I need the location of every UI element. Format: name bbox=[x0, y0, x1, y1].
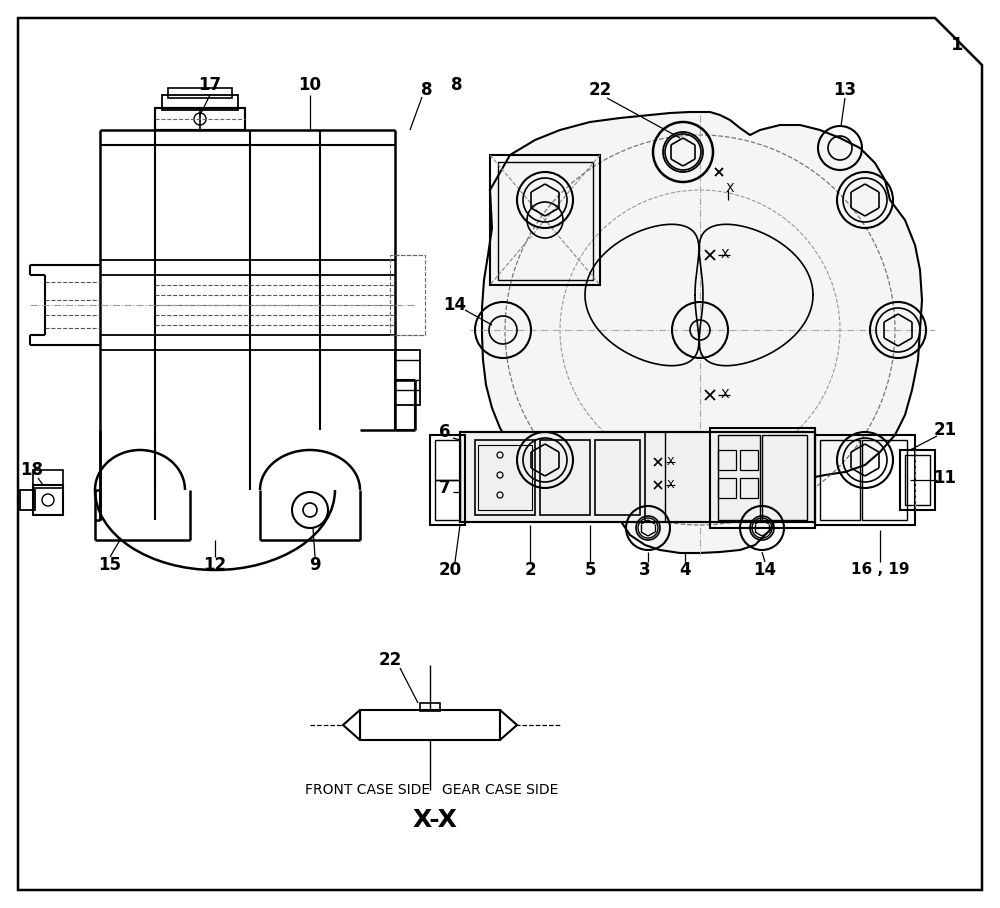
Text: 8: 8 bbox=[451, 76, 463, 94]
Bar bbox=[430, 435, 465, 525]
Bar bbox=[905, 455, 930, 505]
Bar bbox=[815, 435, 915, 525]
Bar bbox=[900, 450, 935, 510]
Bar bbox=[435, 440, 460, 480]
Text: 2: 2 bbox=[524, 561, 536, 579]
Bar bbox=[718, 435, 760, 520]
Bar bbox=[820, 440, 860, 520]
Bar bbox=[718, 450, 736, 470]
Text: 17: 17 bbox=[198, 76, 222, 94]
Bar bbox=[460, 432, 815, 522]
Text: X: X bbox=[721, 249, 729, 262]
Polygon shape bbox=[500, 710, 517, 740]
Text: X: X bbox=[666, 480, 674, 490]
Bar bbox=[862, 440, 907, 520]
Bar bbox=[718, 478, 736, 498]
Text: 5: 5 bbox=[584, 561, 596, 579]
Text: GEAR CASE SIDE: GEAR CASE SIDE bbox=[442, 783, 558, 797]
Polygon shape bbox=[482, 112, 922, 553]
Text: X: X bbox=[666, 457, 674, 467]
Text: 15: 15 bbox=[98, 556, 122, 574]
Bar bbox=[475, 440, 535, 515]
Bar bbox=[155, 108, 245, 130]
Text: 4: 4 bbox=[679, 561, 691, 579]
Bar bbox=[435, 480, 460, 520]
Bar bbox=[33, 470, 63, 488]
Text: 14: 14 bbox=[753, 561, 777, 579]
Bar bbox=[595, 440, 640, 515]
Bar bbox=[762, 435, 807, 520]
Text: 6: 6 bbox=[439, 423, 451, 441]
Text: 3: 3 bbox=[639, 561, 651, 579]
Text: 22: 22 bbox=[378, 651, 402, 669]
Bar bbox=[740, 450, 758, 470]
Bar bbox=[390, 255, 425, 335]
Bar bbox=[20, 490, 35, 510]
Bar bbox=[420, 703, 440, 711]
Text: 9: 9 bbox=[309, 556, 321, 574]
Polygon shape bbox=[343, 710, 360, 740]
Text: FRONT CASE SIDE: FRONT CASE SIDE bbox=[305, 783, 431, 797]
Text: X: X bbox=[721, 389, 729, 401]
Text: 13: 13 bbox=[833, 81, 857, 99]
Bar bbox=[710, 428, 815, 528]
Text: 18: 18 bbox=[20, 461, 44, 479]
Bar bbox=[395, 350, 420, 405]
Text: 10: 10 bbox=[298, 76, 322, 94]
Bar bbox=[540, 440, 590, 515]
Bar bbox=[33, 485, 63, 515]
Bar bbox=[168, 88, 232, 98]
Text: 11: 11 bbox=[934, 469, 956, 487]
Text: 1: 1 bbox=[951, 36, 963, 54]
Bar bbox=[490, 155, 600, 285]
Bar bbox=[162, 95, 238, 110]
Bar bbox=[360, 710, 500, 740]
Text: 14: 14 bbox=[443, 296, 467, 314]
Bar bbox=[498, 162, 593, 280]
Text: 12: 12 bbox=[203, 556, 227, 574]
Text: 22: 22 bbox=[588, 81, 612, 99]
Bar bbox=[740, 478, 758, 498]
Text: X-X: X-X bbox=[413, 808, 457, 832]
Text: 8: 8 bbox=[421, 81, 433, 99]
Text: 20: 20 bbox=[438, 561, 462, 579]
Text: 21: 21 bbox=[933, 421, 957, 439]
Bar bbox=[460, 432, 815, 522]
Text: 7: 7 bbox=[439, 479, 451, 497]
Bar bbox=[155, 108, 245, 130]
Bar bbox=[478, 445, 532, 510]
Text: X: X bbox=[726, 182, 734, 194]
Text: 16 , 19: 16 , 19 bbox=[851, 562, 909, 577]
